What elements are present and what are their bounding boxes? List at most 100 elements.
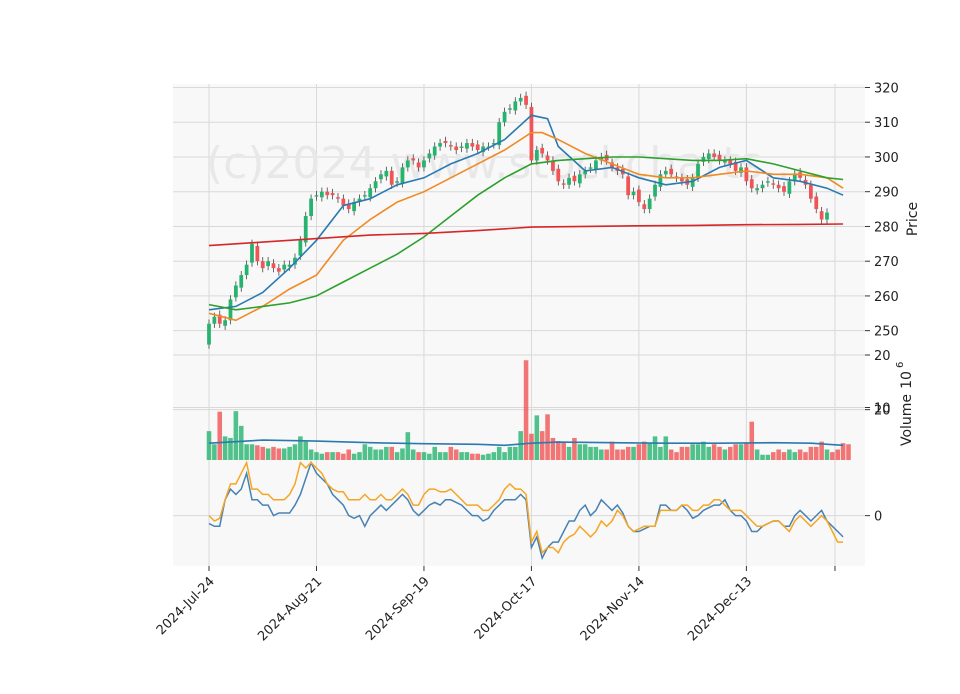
oscillator-tick-label: 0 [874, 510, 882, 525]
candle-body [448, 145, 453, 147]
candle-body [228, 299, 233, 321]
candle-body [787, 181, 792, 194]
volume-bar [260, 446, 266, 460]
candle-body [594, 160, 598, 170]
candle-body [733, 161, 738, 171]
candle-body [400, 167, 405, 184]
candle-body [610, 162, 614, 168]
volume-bar [507, 446, 513, 460]
candle-body [647, 198, 652, 210]
volume-bar [228, 437, 233, 460]
candle-body [518, 97, 523, 102]
volume-bar [238, 425, 244, 460]
volume-bar [744, 443, 749, 460]
watermark: (c)2024 www.stockcharts... [206, 138, 804, 189]
volume-bar [464, 452, 470, 460]
volume-bar [410, 449, 416, 460]
candle-body [825, 212, 829, 220]
price-candles [207, 91, 829, 349]
volume-bar [217, 411, 223, 460]
volume-bar [754, 449, 760, 460]
candle-body [438, 143, 442, 147]
candle-body [362, 195, 367, 197]
candle-body [405, 160, 410, 168]
candle-body [771, 183, 776, 185]
candle-body [819, 211, 824, 220]
candle-body [658, 174, 663, 187]
volume-bar [813, 446, 819, 460]
volume-bar [212, 444, 217, 460]
volume-bar [335, 452, 341, 460]
volume-bar [679, 446, 685, 460]
volume-bar [787, 449, 792, 460]
oscillator-tick-label: 20 [874, 404, 891, 419]
volume-tick-label: 20 [874, 349, 891, 364]
candle-body [577, 174, 582, 184]
candle-body [266, 261, 270, 267]
volume-bar [819, 441, 824, 460]
price-tick-label: 300 [874, 151, 899, 166]
candle-body [556, 168, 561, 182]
oscillator-lines [208, 460, 844, 561]
volume-bar [432, 446, 437, 460]
volume-bar [765, 454, 771, 460]
volume-bar [367, 446, 373, 460]
volume-bar [792, 452, 798, 460]
volume-bar [663, 436, 669, 460]
volume-bar [292, 444, 298, 460]
volume-bar [491, 452, 497, 460]
volume-bar [405, 432, 411, 460]
volume-bar [647, 443, 652, 460]
volume-bar [668, 449, 674, 460]
candle-body [260, 261, 265, 269]
volume-bar [711, 444, 717, 460]
volume-bar [346, 449, 352, 460]
price-tick-label: 260 [874, 290, 899, 305]
candle-body [782, 186, 786, 192]
candle-body [207, 323, 211, 345]
volume-bar [459, 452, 464, 460]
candle-body [637, 189, 641, 203]
candle-body [551, 160, 555, 171]
candle-body [814, 196, 819, 210]
candle-body [755, 188, 760, 191]
candle-body [760, 184, 765, 189]
x-tick-label: 2024-Jul-24 [154, 574, 218, 638]
candle-body [271, 263, 276, 269]
volume-bar [470, 453, 475, 460]
candle-body [475, 144, 480, 151]
candle-body [244, 264, 249, 276]
candle-body [470, 143, 475, 147]
volume-bar [303, 441, 309, 460]
price-tick-label: 250 [874, 325, 899, 340]
volume-bar [496, 446, 502, 460]
volume-bar [351, 453, 357, 460]
volume-bar [835, 449, 841, 460]
candle-body [239, 275, 244, 288]
candle-body [653, 184, 657, 197]
volume-bar [684, 446, 690, 460]
volume-bar [690, 444, 695, 460]
candle-body [631, 191, 636, 196]
candle-body [545, 155, 550, 161]
candle-body [712, 153, 717, 157]
candle-body [427, 153, 432, 159]
volume-bar [824, 449, 830, 460]
volume-bar [545, 414, 550, 460]
volume-bar [222, 436, 228, 460]
volume-average-line [208, 439, 844, 447]
candle-body [663, 170, 668, 175]
candle-body [642, 204, 647, 210]
volume-bar [701, 441, 706, 460]
volume-bar [443, 452, 448, 460]
volume-bar [249, 444, 255, 460]
volume-bar [271, 446, 276, 460]
volume-bar [830, 452, 835, 460]
volume-scale-exponent: 6 [895, 362, 906, 368]
volume-bar [389, 446, 394, 460]
candle-body [567, 177, 571, 185]
volume-bar [421, 452, 427, 460]
candle-body [287, 264, 292, 267]
candle-body [416, 162, 421, 168]
candle-body [255, 245, 260, 262]
